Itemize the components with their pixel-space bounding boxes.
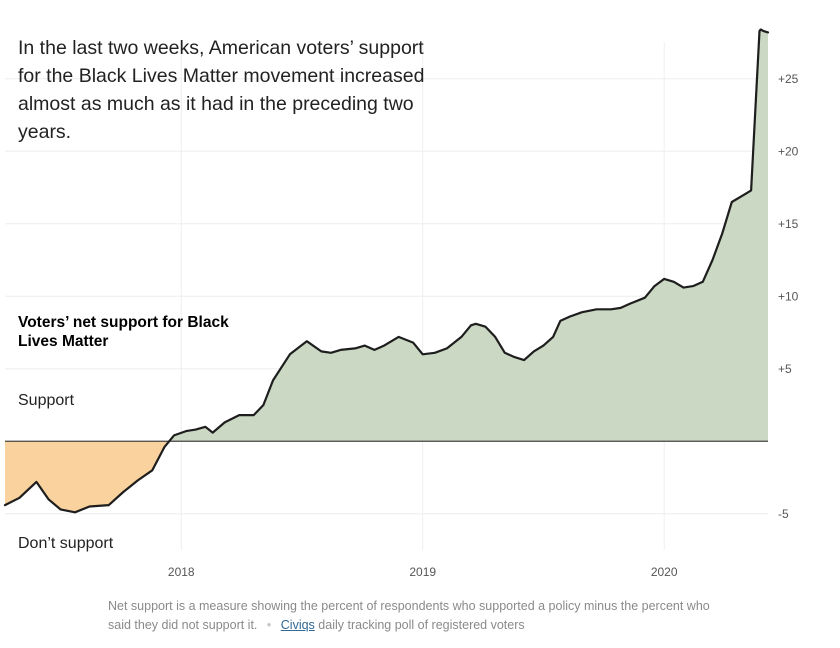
source-link[interactable]: Civiqs xyxy=(280,618,315,632)
dont-support-zone-label: Don’t support xyxy=(18,535,114,552)
source-description: daily tracking poll of registered voters xyxy=(318,618,525,632)
area-fills xyxy=(5,29,768,513)
footnote: Net support is a measure showing the per… xyxy=(108,597,728,635)
support-area xyxy=(5,29,768,442)
footnote-text: Net support is a measure showing the per… xyxy=(108,599,710,632)
separator-dot: • xyxy=(266,618,272,632)
x-tick-label: 2019 xyxy=(409,565,436,579)
y-tick-label: +10 xyxy=(778,289,799,303)
headline: In the last two weeks, American voters’ … xyxy=(18,37,425,143)
net-support-line xyxy=(3,28,770,514)
x-tick-label: 2018 xyxy=(168,565,195,579)
support-zone-label: Support xyxy=(18,392,75,409)
net-support-series-line xyxy=(3,28,770,514)
y-tick-label: +25 xyxy=(778,72,799,86)
x-axis-ticks: 2018 2019 2020 xyxy=(168,565,678,579)
y-tick-label: +5 xyxy=(778,362,792,376)
y-tick-label: -5 xyxy=(778,507,789,521)
y-tick-label: +20 xyxy=(778,144,799,158)
series-title: Voters’ net support for Black Lives Matt… xyxy=(18,314,229,350)
dont-support-area xyxy=(5,441,768,513)
x-tick-label: 2020 xyxy=(651,565,678,579)
y-axis-ticks: +25 +20 +15 +10 +5 -5 xyxy=(778,72,799,521)
y-tick-label: +15 xyxy=(778,217,799,231)
